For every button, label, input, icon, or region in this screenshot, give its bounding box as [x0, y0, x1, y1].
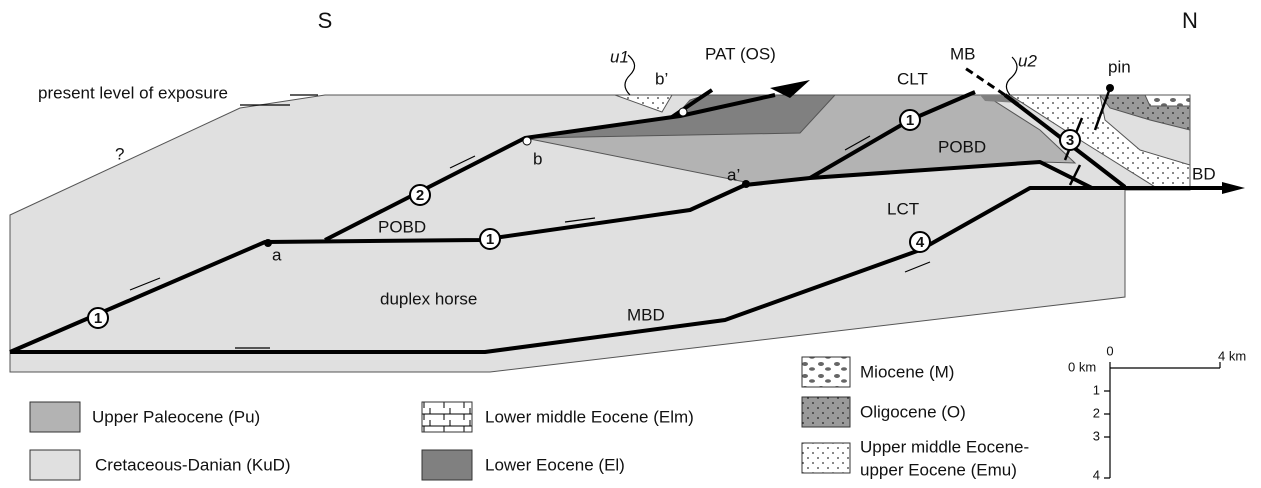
scale-label: 3 — [1093, 428, 1100, 443]
legend-label: Lower middle Eocene (Elm) — [485, 407, 694, 426]
label: LCT — [887, 199, 919, 218]
north-label: N — [1182, 8, 1198, 33]
label: PAT (OS) — [705, 44, 776, 63]
label: a’ — [727, 165, 740, 184]
legend: Upper Paleocene (Pu) Cretaceous-Danian (… — [30, 357, 1029, 480]
legend-label: Oligocene (O) — [860, 402, 966, 421]
legend-label: Miocene (M) — [860, 362, 954, 381]
sheet-number: 4 — [916, 234, 925, 251]
scale-label: 2 — [1093, 405, 1100, 420]
scale-label: 0 — [1106, 343, 1113, 358]
sheet-number: 1 — [486, 231, 494, 248]
label: ? — [115, 144, 124, 163]
legend-label: upper Eocene (Emu) — [860, 460, 1017, 479]
cross-section: S N 1 2 1 — [0, 0, 1261, 488]
label: a — [272, 245, 282, 264]
sheet-number: 3 — [1066, 132, 1074, 149]
south-label: S — [318, 8, 333, 33]
legend-label: Upper middle Eocene- — [860, 437, 1029, 456]
label: MBD — [627, 305, 665, 324]
scale-label: 0 km — [1068, 359, 1096, 374]
label: u2 — [1018, 51, 1037, 70]
label: b — [533, 149, 542, 168]
sheet-number: 1 — [906, 112, 914, 129]
label: present level of exposure — [38, 83, 228, 102]
legend-label: Upper Paleocene (Pu) — [92, 407, 260, 426]
label: b’ — [655, 69, 668, 88]
label: BD — [1192, 164, 1216, 183]
label: POBD — [938, 137, 986, 156]
label: duplex horse — [380, 289, 477, 308]
scale-label: 1 — [1093, 382, 1100, 397]
legend-label: Cretaceous-Danian (KuD) — [95, 455, 291, 474]
scale-bar: 0 4 km 0 km 1 2 3 4 — [1068, 343, 1246, 482]
sheet-number: 2 — [416, 187, 424, 204]
label: MB — [950, 44, 976, 63]
section-body — [10, 95, 1190, 372]
scale-label: 4 km — [1218, 348, 1246, 363]
label: pin — [1108, 57, 1131, 76]
legend-label: Lower Eocene (El) — [485, 455, 625, 474]
label: CLT — [897, 69, 928, 88]
label: POBD — [378, 217, 426, 236]
sheet-number: 1 — [94, 310, 102, 327]
scale-label: 4 — [1093, 467, 1100, 482]
label: u1 — [610, 47, 629, 66]
